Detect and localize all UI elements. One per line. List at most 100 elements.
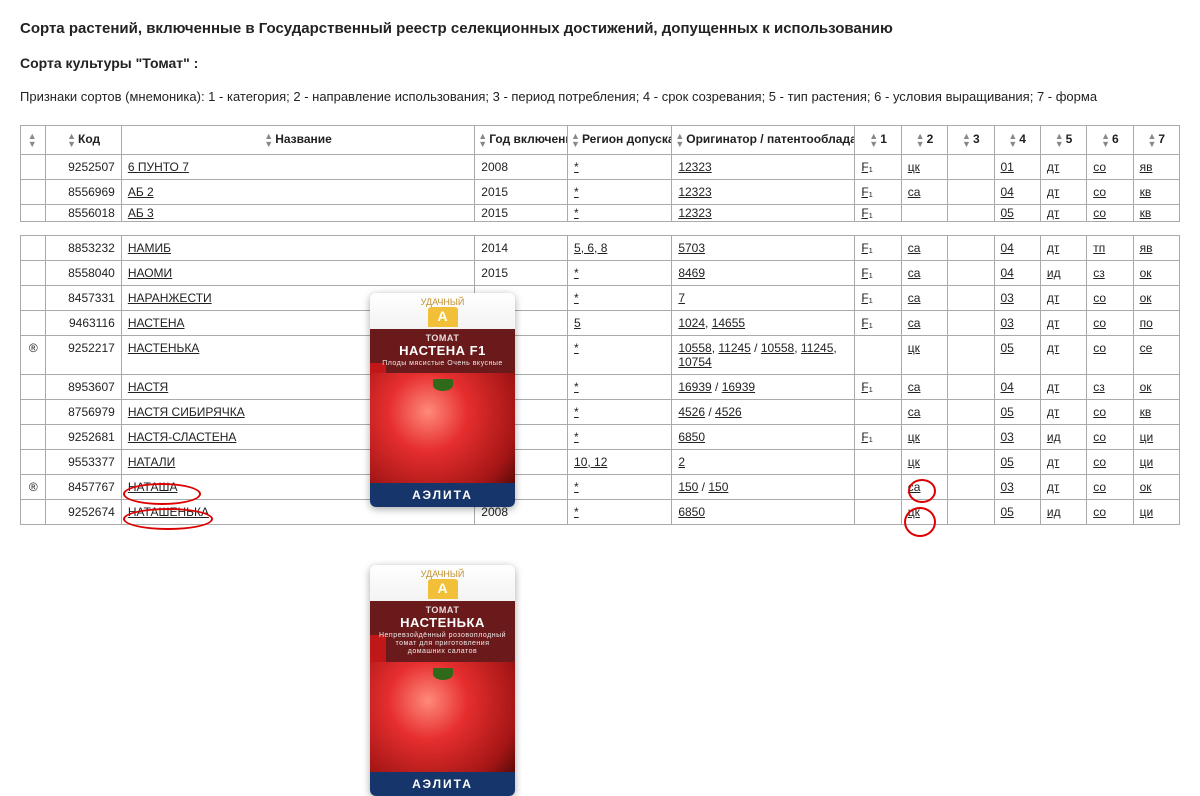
cell[interactable]: F₁ xyxy=(855,310,901,335)
cell-link[interactable]: ци xyxy=(1140,430,1154,444)
cell[interactable]: 05 xyxy=(994,449,1040,474)
sort-icon[interactable] xyxy=(28,132,37,148)
sort-icon[interactable] xyxy=(1008,132,1017,148)
cell-link[interactable]: са xyxy=(908,480,921,494)
cell[interactable]: со xyxy=(1087,204,1133,221)
cell[interactable]: со xyxy=(1087,399,1133,424)
cell[interactable]: 5 xyxy=(568,310,672,335)
col-header[interactable]: 7 xyxy=(1133,125,1179,154)
cell[interactable]: са xyxy=(901,310,947,335)
cell[interactable]: 04 xyxy=(994,235,1040,260)
cell-link[interactable]: 16939 xyxy=(678,380,711,394)
cell-link[interactable]: 12323 xyxy=(678,185,711,199)
cell-link[interactable]: 14655 xyxy=(712,316,745,330)
cell-link[interactable]: НАМИБ xyxy=(128,241,171,255)
cell-link[interactable]: АБ 3 xyxy=(128,206,154,220)
cell-link[interactable]: 04 xyxy=(1001,241,1014,255)
cell[interactable]: 12323 xyxy=(672,154,855,179)
cell[interactable]: дт xyxy=(1040,399,1086,424)
col-header[interactable]: 1 xyxy=(855,125,901,154)
cell[interactable]: дт xyxy=(1040,179,1086,204)
cell-link[interactable]: * xyxy=(574,380,579,394)
cell-link[interactable]: 6 ПУНТО 7 xyxy=(128,160,189,174)
cell-link[interactable]: со xyxy=(1093,185,1106,199)
cell[interactable]: со xyxy=(1087,424,1133,449)
sort-icon[interactable] xyxy=(1055,132,1064,148)
cell[interactable]: 12323 xyxy=(672,204,855,221)
cell-link[interactable]: 03 xyxy=(1001,430,1014,444)
cell[interactable]: 05 xyxy=(994,335,1040,374)
cell[interactable]: F₁ xyxy=(855,424,901,449)
cell[interactable]: ок xyxy=(1133,285,1179,310)
cell[interactable]: тп xyxy=(1087,235,1133,260)
cell[interactable]: 04 xyxy=(994,260,1040,285)
cell-link[interactable]: * xyxy=(574,405,579,419)
cell-link[interactable]: цк xyxy=(908,341,920,355)
cell-link[interactable]: дт xyxy=(1047,316,1060,330)
cell-link[interactable]: 8469 xyxy=(678,266,705,280)
cell[interactable]: дт xyxy=(1040,235,1086,260)
cell-link[interactable]: F₁ xyxy=(861,430,872,444)
cell[interactable]: са xyxy=(901,179,947,204)
cell-link[interactable]: са xyxy=(908,241,921,255)
cell[interactable]: дт xyxy=(1040,449,1086,474)
cell-link[interactable]: со xyxy=(1093,291,1106,305)
cell[interactable]: ок xyxy=(1133,260,1179,285)
cell-link[interactable]: НАРАНЖЕСТИ xyxy=(128,291,212,305)
cell-link[interactable]: 03 xyxy=(1001,480,1014,494)
cell-link[interactable]: со xyxy=(1093,505,1106,519)
cell[interactable]: 6 ПУНТО 7 xyxy=(121,154,474,179)
cell[interactable]: F₁ xyxy=(855,154,901,179)
cell-link[interactable]: НАСТЯ СИБИРЯЧКА xyxy=(128,405,245,419)
cell[interactable]: се xyxy=(1133,335,1179,374)
cell-link[interactable]: са xyxy=(908,405,921,419)
cell[interactable]: дт xyxy=(1040,154,1086,179)
col-header[interactable]: 2 xyxy=(901,125,947,154)
cell-link[interactable]: АБ 2 xyxy=(128,185,154,199)
cell-link[interactable]: со xyxy=(1093,316,1106,330)
cell[interactable]: 03 xyxy=(994,310,1040,335)
cell[interactable]: са xyxy=(901,260,947,285)
cell[interactable]: * xyxy=(568,399,672,424)
cell[interactable]: кв xyxy=(1133,179,1179,204)
cell-link[interactable]: 5, 6, 8 xyxy=(574,241,607,255)
cell-link[interactable]: со xyxy=(1093,455,1106,469)
cell[interactable]: дт xyxy=(1040,374,1086,399)
cell-link[interactable]: со xyxy=(1093,430,1106,444)
cell[interactable]: АБ 3 xyxy=(121,204,474,221)
cell[interactable]: F₁ xyxy=(855,179,901,204)
sort-icon[interactable] xyxy=(675,132,684,148)
cell-link[interactable]: 5703 xyxy=(678,241,705,255)
cell[interactable]: со xyxy=(1087,474,1133,499)
cell-link[interactable]: НАОМИ xyxy=(128,266,172,280)
cell-link[interactable]: се xyxy=(1140,341,1153,355)
cell-link[interactable]: 11245 xyxy=(801,341,833,355)
cell-link[interactable]: 05 xyxy=(1001,505,1014,519)
cell[interactable]: 10, 12 xyxy=(568,449,672,474)
cell-link[interactable]: НАСТЕНА xyxy=(128,316,185,330)
cell-link[interactable]: 05 xyxy=(1001,455,1014,469)
cell-link[interactable]: НАТАЛИ xyxy=(128,455,175,469)
cell[interactable]: со xyxy=(1087,499,1133,524)
col-header[interactable]: Код xyxy=(46,125,121,154)
cell[interactable]: кв xyxy=(1133,399,1179,424)
cell-link[interactable]: F₁ xyxy=(861,160,872,174)
cell[interactable]: со xyxy=(1087,154,1133,179)
col-header[interactable] xyxy=(21,125,46,154)
cell[interactable]: 03 xyxy=(994,474,1040,499)
cell[interactable]: F₁ xyxy=(855,260,901,285)
cell-link[interactable]: дт xyxy=(1047,380,1060,394)
col-header[interactable]: Оригинатор / патентообладатель xyxy=(672,125,855,154)
cell-link[interactable]: дт xyxy=(1047,241,1060,255)
cell-link[interactable]: 12323 xyxy=(678,206,711,220)
cell-link[interactable]: со xyxy=(1093,480,1106,494)
cell-link[interactable]: 03 xyxy=(1001,316,1014,330)
sort-icon[interactable] xyxy=(869,132,878,148)
cell-link[interactable]: 6850 xyxy=(678,505,705,519)
cell[interactable]: дт xyxy=(1040,285,1086,310)
cell[interactable]: са xyxy=(901,374,947,399)
col-header[interactable]: 4 xyxy=(994,125,1040,154)
cell-link[interactable]: F₁ xyxy=(861,241,872,255)
cell[interactable]: 05 xyxy=(994,399,1040,424)
sort-icon[interactable] xyxy=(962,132,971,148)
